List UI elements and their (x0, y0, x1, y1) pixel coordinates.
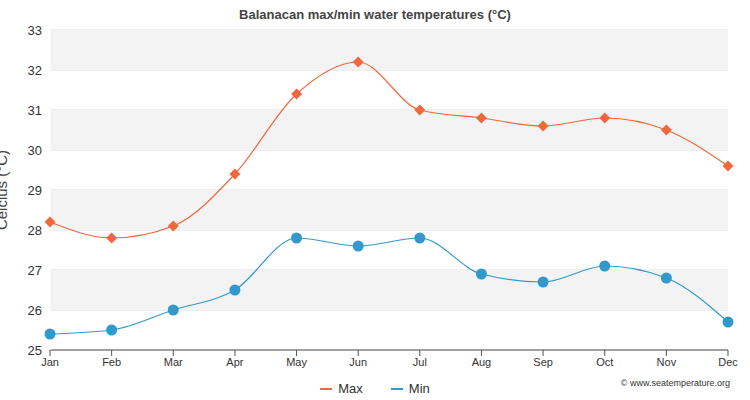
svg-text:Celcius (°C): Celcius (°C) (8, 150, 10, 230)
svg-text:Mar: Mar (164, 356, 183, 368)
svg-text:Feb: Feb (102, 356, 121, 368)
svg-text:Sep: Sep (533, 356, 553, 368)
svg-text:27: 27 (28, 263, 42, 278)
svg-text:Dec: Dec (718, 356, 738, 368)
svg-text:30: 30 (28, 143, 42, 158)
svg-text:28: 28 (28, 223, 42, 238)
svg-text:33: 33 (28, 23, 42, 38)
svg-text:Jun: Jun (349, 356, 367, 368)
svg-text:Jul: Jul (413, 356, 427, 368)
svg-text:Oct: Oct (596, 356, 613, 368)
svg-text:Jan: Jan (41, 356, 59, 368)
svg-text:Aug: Aug (472, 356, 492, 368)
html-text:Max: Max (338, 381, 363, 396)
svg-text:Apr: Apr (226, 356, 243, 368)
svg-text:26: 26 (28, 303, 42, 318)
svg-text:25: 25 (28, 343, 42, 358)
svg-text:Nov: Nov (657, 356, 677, 368)
svg-text:29: 29 (28, 183, 42, 198)
html-text:© www.seatemperature.org: © www.seatemperature.org (620, 378, 730, 388)
svg-text:31: 31 (28, 103, 42, 118)
html-text:Balanacan max/min water temper: Balanacan max/min water temperatures (°C… (239, 7, 511, 22)
html-text:Min: Min (408, 381, 430, 396)
svg-text:32: 32 (28, 63, 42, 78)
svg-text:May: May (286, 356, 307, 368)
